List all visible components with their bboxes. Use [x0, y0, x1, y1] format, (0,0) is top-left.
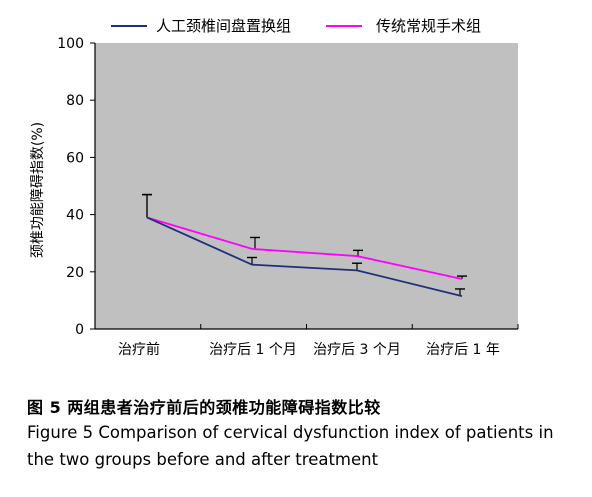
- x-axis-ticks: 治疗前 治疗后 1 个月 治疗后 3 个月 治疗后 1 年: [118, 324, 519, 358]
- x-tick-label: 治疗后 3 个月: [313, 342, 401, 358]
- y-axis-label: 颈椎功能障碍指数(%): [30, 122, 46, 258]
- y-tick-label: 80: [66, 93, 84, 109]
- series-line: [146, 216, 463, 280]
- series-lines: [146, 216, 463, 297]
- series-line: [146, 216, 463, 297]
- legend: 人工颈椎间盘置换组 传统常规手术组: [111, 17, 481, 35]
- figure-caption-english-line-2: the two groups before and after treatmen…: [27, 450, 379, 469]
- y-tick-label: 40: [66, 208, 84, 224]
- y-tick-label: 0: [75, 322, 84, 338]
- plot-area: [95, 43, 518, 329]
- x-tick-label: 治疗前: [118, 341, 160, 358]
- x-tick-label: 治疗后 1 个月: [209, 342, 297, 358]
- legend-label: 人工颈椎间盘置换组: [156, 17, 291, 35]
- y-tick-label: 20: [66, 265, 84, 281]
- error-bars: [142, 193, 467, 297]
- figure-caption-english-line-1: Figure 5 Comparison of cervical dysfunct…: [27, 423, 554, 442]
- y-tick-label: 60: [66, 150, 84, 166]
- legend-label: 传统常规手术组: [376, 17, 481, 35]
- y-tick-label: 100: [57, 36, 84, 52]
- y-axis-ticks: 0 20 40 60 80 100: [57, 36, 95, 338]
- x-tick-label: 治疗后 1 年: [426, 342, 500, 358]
- figure-caption-chinese: 图 5 两组患者治疗前后的颈椎功能障碍指数比较: [27, 398, 381, 417]
